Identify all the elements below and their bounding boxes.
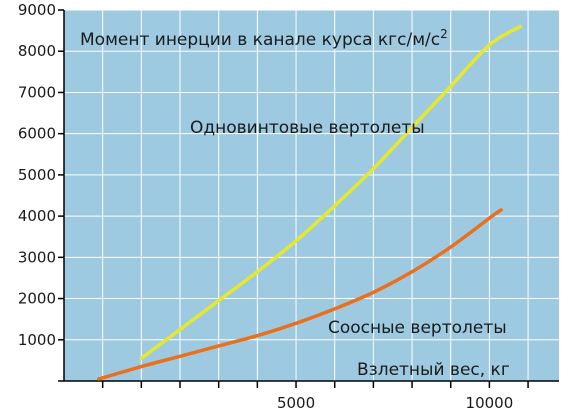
y-tick-label: 7000 bbox=[18, 83, 56, 101]
y-tick-label: 5000 bbox=[18, 166, 56, 184]
y-tick-label: 4000 bbox=[18, 207, 56, 225]
y-tick-label: 6000 bbox=[18, 125, 56, 143]
y-axis-label: Момент инерции в канале курса кгс/м/с2 bbox=[80, 27, 448, 50]
y-tick-label: 2000 bbox=[18, 290, 56, 308]
series-line-0 bbox=[139, 24, 523, 361]
x-axis-label: Взлетный вес, кг bbox=[357, 360, 510, 380]
y-tick-label: 8000 bbox=[18, 42, 56, 60]
y-tick-label: 1000 bbox=[18, 331, 56, 349]
x-tick-label: 10000 bbox=[466, 394, 514, 412]
series-label-coaxial: Соосные вертолеты bbox=[328, 318, 507, 338]
y-tick-label: 9000 bbox=[18, 1, 56, 19]
y-tick-label: 3000 bbox=[18, 248, 56, 266]
y-axis-label-superscript: 2 bbox=[440, 27, 448, 41]
tick-labels: 1000 2000 3000 4000 5000 6000 7000 8000 9000 5000… bbox=[18, 1, 513, 412]
series-lines bbox=[97, 24, 523, 381]
x-tick-label: 5000 bbox=[277, 394, 315, 412]
series-label-single-rotor: Одновинтовые вертолеты bbox=[190, 118, 425, 138]
axes bbox=[58, 9, 559, 388]
series-line-1 bbox=[97, 208, 503, 381]
grid bbox=[64, 9, 559, 381]
